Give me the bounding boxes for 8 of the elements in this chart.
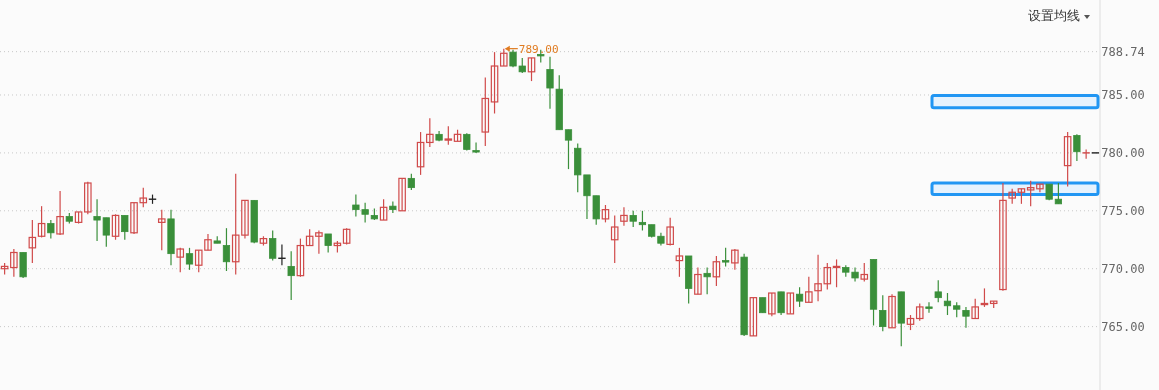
annotation: 789.00 bbox=[518, 42, 559, 56]
y-tick-label: 788.74 bbox=[1101, 45, 1145, 60]
y-tick-label: 780.00 bbox=[1101, 146, 1145, 161]
y-tick-label: 765.00 bbox=[1101, 320, 1145, 335]
y-tick-label: 770.00 bbox=[1101, 262, 1145, 277]
y-tick-label: 785.00 bbox=[1101, 88, 1145, 103]
annotation: 设置均线 bbox=[1028, 8, 1080, 23]
y-tick-label: 775.00 bbox=[1101, 204, 1145, 219]
